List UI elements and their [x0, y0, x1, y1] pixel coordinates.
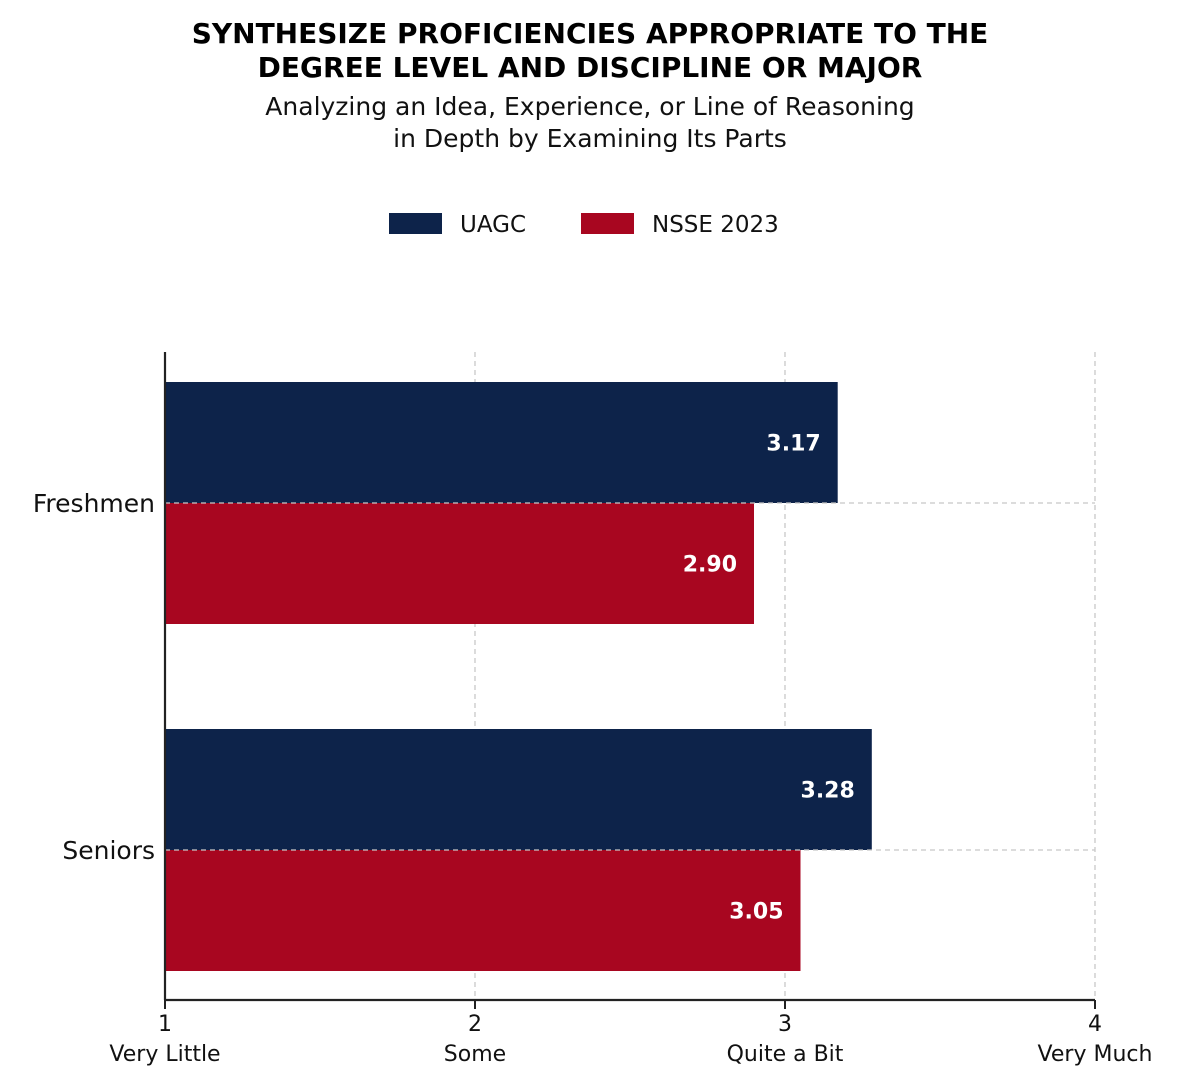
bar-label-seniors-nsse-2023: 3.05 [729, 900, 783, 925]
x-tick-sublabel-2: Some [444, 1042, 506, 1067]
legend-swatch-uagc [389, 213, 442, 234]
x-tick-label-3: 3 [778, 1012, 792, 1037]
bar-label-freshmen-uagc: 3.17 [766, 432, 820, 457]
bar-label-freshmen-nsse-2023: 2.90 [683, 553, 737, 578]
legend: UAGC NSSE 2023 [389, 212, 779, 238]
x-tick-sublabel-3: Quite a Bit [727, 1042, 844, 1067]
bar-freshmen-uagc [165, 382, 838, 503]
category-grid-lines [165, 502, 1095, 851]
axes [163, 352, 1095, 1002]
x-tick-label-4: 4 [1088, 1012, 1102, 1037]
x-tick-sublabel-4: Very Much [1038, 1042, 1153, 1067]
x-tick-label-1: 1 [158, 1012, 172, 1037]
bar-seniors-uagc [165, 729, 872, 850]
x-tick-label-2: 2 [468, 1012, 482, 1037]
bar-value-labels: 3.17 2.90 3.28 3.05 [683, 432, 855, 925]
tick-labels: 1 Very Little 2 Some 3 Quite a Bit 4 Very Much F… [33, 489, 1153, 1067]
legend-label-uagc: UAGC [460, 212, 526, 238]
bars [165, 382, 872, 971]
chart-titles: SYNTHESIZE PROFICIENCIES APPROPRIATE TO … [192, 17, 989, 153]
chart-subtitle-line-1: Analyzing an Idea, Experience, or Line o… [265, 92, 914, 121]
bar-label-seniors-uagc: 3.28 [801, 779, 855, 804]
chart-title-line-1: SYNTHESIZE PROFICIENCIES APPROPRIATE TO … [192, 17, 989, 50]
chart-title-line-2: DEGREE LEVEL AND DISCIPLINE OR MAJOR [258, 51, 923, 84]
legend-swatch-nsse-2023 [581, 213, 634, 234]
chart-subtitle-line-2: in Depth by Examining Its Parts [393, 124, 787, 153]
legend-label-nsse-2023: NSSE 2023 [652, 212, 779, 238]
bar-seniors-nsse-2023 [165, 850, 801, 971]
y-tick-label-freshmen: Freshmen [33, 489, 155, 518]
bar-freshmen-nsse-2023 [165, 503, 754, 624]
y-tick-label-seniors: Seniors [62, 836, 155, 865]
x-tick-sublabel-1: Very Little [109, 1042, 220, 1067]
